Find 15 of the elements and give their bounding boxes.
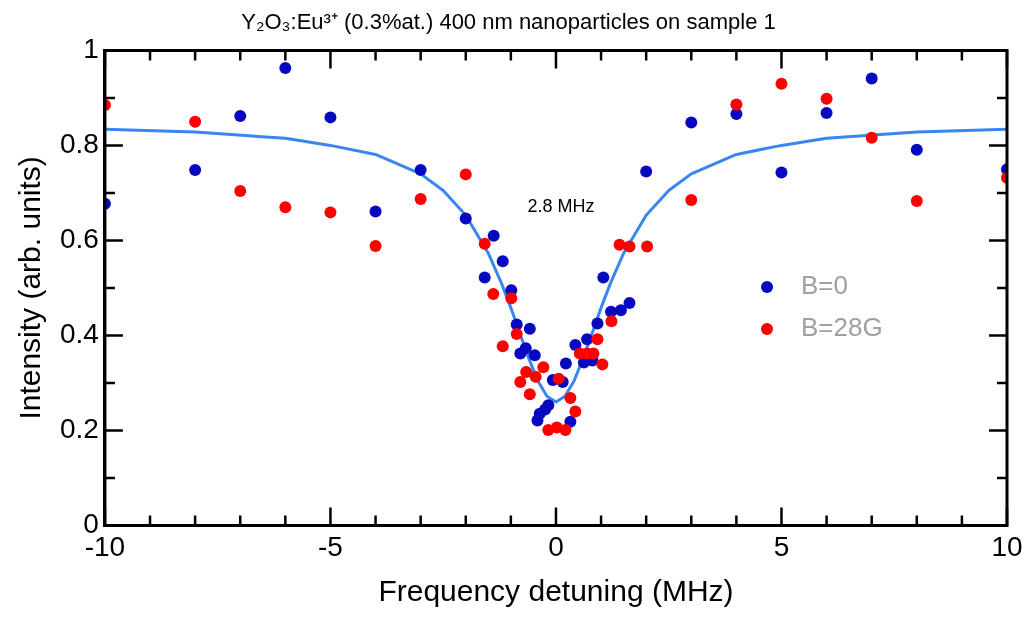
- legend-label: B=0: [801, 270, 848, 301]
- x-axis-title: Frequency detuning (MHz): [378, 574, 734, 608]
- chart-title: Y₂O₃:Eu³⁺ (0.3%at.) 400 nm nanoparticles on sample 1: [241, 9, 776, 35]
- y-tick-label: 0.6: [59, 223, 99, 255]
- y-tick-label: 0.4: [59, 318, 99, 350]
- x-tick-label: 0: [548, 530, 564, 562]
- x-tick-label: -5: [317, 530, 343, 562]
- x-tick-label: 5: [773, 530, 790, 562]
- annotation: 2.8 MHz: [527, 196, 595, 217]
- legend-label: B=28G: [801, 312, 883, 343]
- y-tick-label: 0.8: [59, 128, 99, 160]
- y-tick-label: 0.2: [59, 413, 99, 445]
- y-tick-label: 1: [83, 33, 99, 65]
- x-tick-label: 10: [991, 530, 1023, 562]
- y-axis-title: Intensity (arb. units): [13, 156, 47, 420]
